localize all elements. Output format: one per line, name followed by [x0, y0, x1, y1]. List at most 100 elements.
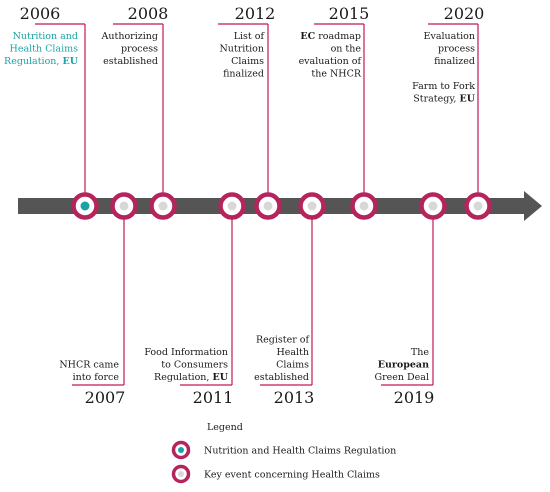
event-label-line: European: [378, 360, 429, 371]
arrow-head: [524, 191, 542, 221]
event-label-line: Authorizing: [101, 31, 158, 42]
label-text-bold: European: [378, 360, 429, 371]
label-text-bold: EU: [62, 56, 78, 67]
label-text: Claims: [276, 360, 309, 371]
event-node-2020: [464, 192, 492, 220]
node-dot: [119, 201, 129, 211]
label-text: finalized: [434, 56, 475, 67]
event-label-line: finalized: [434, 56, 475, 67]
label-text: process: [121, 44, 158, 55]
event-label-line: Health Claims: [10, 44, 79, 55]
label-text: to Consumers: [161, 360, 228, 371]
event-label-line: List of: [234, 31, 266, 42]
event-label-line: NHCR came: [59, 360, 119, 371]
label-text: Nutrition: [219, 44, 264, 55]
event-label-line: Nutrition and: [13, 31, 78, 42]
node-dot: [227, 201, 237, 211]
legend-dot-icon: [178, 471, 184, 477]
event-label-line: into force: [73, 372, 120, 383]
event-label-line: Food Information: [144, 347, 228, 358]
label-text: Strategy,: [413, 94, 459, 105]
event-node-2015: [350, 192, 378, 220]
event-node-2012: [254, 192, 282, 220]
label-text: finalized: [223, 69, 264, 80]
label-text: List of: [234, 31, 266, 42]
event-label-line: on the: [331, 44, 362, 55]
label-text: Regulation,: [4, 56, 62, 67]
event-label-line: the NHCR: [311, 69, 361, 80]
label-text: NHCR came: [59, 360, 119, 371]
label-text: Health Claims: [10, 44, 79, 55]
legend-dot-icon: [178, 447, 184, 453]
label-text: roadmap: [315, 31, 361, 42]
event-label-line: Farm to Fork: [412, 81, 475, 92]
year-label: 2007: [85, 388, 126, 407]
node-dot: [473, 201, 483, 211]
label-text-bold: EC: [300, 31, 315, 42]
event-label-line: process: [121, 44, 158, 55]
event-label-line: finalized: [223, 69, 264, 80]
label-text: The: [411, 347, 429, 358]
label-text-bold: EU: [459, 94, 475, 105]
label-text: on the: [331, 44, 362, 55]
node-dot: [359, 201, 369, 211]
node-dot: [307, 201, 317, 211]
event-label-line: Register of: [256, 335, 310, 346]
connector-lines: [35, 23, 479, 386]
node-dot: [158, 201, 168, 211]
event-node-2019: [419, 192, 447, 220]
event-label-line: Regulation, EU: [4, 56, 79, 67]
label-text: Nutrition and: [13, 31, 78, 42]
event-label-line: Claims: [231, 56, 264, 67]
event-label-line: Strategy, EU: [413, 94, 475, 105]
event-label-line: Health: [276, 347, 309, 358]
year-label: 2011: [193, 388, 234, 407]
label-text: Evaluation: [424, 31, 475, 42]
event-label-line: established: [254, 372, 309, 383]
year-label: 2015: [329, 4, 370, 23]
label-text: established: [103, 56, 158, 67]
event-label-line: EC roadmap: [300, 31, 361, 42]
event-label-line: Evaluation: [424, 31, 475, 42]
year-label: 2008: [128, 4, 169, 23]
year-label: 2006: [20, 4, 61, 23]
event-label-line: established: [103, 56, 158, 67]
event-node-2008: [149, 192, 177, 220]
event-label-line: evaluation of: [299, 56, 363, 67]
label-text: Authorizing: [101, 31, 158, 42]
year-label: 2019: [394, 388, 435, 407]
node-dot: [80, 201, 90, 211]
legend-title: Legend: [207, 422, 243, 433]
event-label-line: Claims: [276, 360, 309, 371]
label-text: into force: [73, 372, 120, 383]
label-text: Register of: [256, 335, 310, 346]
label-text: Claims: [231, 56, 264, 67]
event-label-line: process: [438, 44, 475, 55]
event-label-line: The: [411, 347, 429, 358]
label-text: the NHCR: [311, 69, 361, 80]
year-label: 2020: [444, 4, 485, 23]
year-label: 2013: [274, 388, 315, 407]
label-text: evaluation of: [299, 56, 363, 67]
node-dot: [428, 201, 438, 211]
label-text: Health: [276, 347, 309, 358]
legend-item: Key event concerning Health Claims: [171, 464, 380, 484]
event-label-line: Regulation, EU: [154, 372, 229, 383]
label-text: Regulation,: [154, 372, 212, 383]
label-text: Green Deal: [375, 372, 429, 383]
event-label-line: Green Deal: [375, 372, 429, 383]
legend: Legend Nutrition and Health Claims Regula…: [171, 422, 396, 484]
label-text-bold: EU: [212, 372, 228, 383]
timeline-nodes: [71, 192, 492, 220]
legend-item-label: Key event concerning Health Claims: [204, 470, 380, 481]
node-dot: [263, 201, 273, 211]
event-node-2007: [110, 192, 138, 220]
label-text: Farm to Fork: [412, 81, 475, 92]
event-label-line: Nutrition: [219, 44, 264, 55]
label-text: Food Information: [144, 347, 228, 358]
label-text: process: [438, 44, 475, 55]
event-label-line: to Consumers: [161, 360, 228, 371]
event-node-2013: [298, 192, 326, 220]
